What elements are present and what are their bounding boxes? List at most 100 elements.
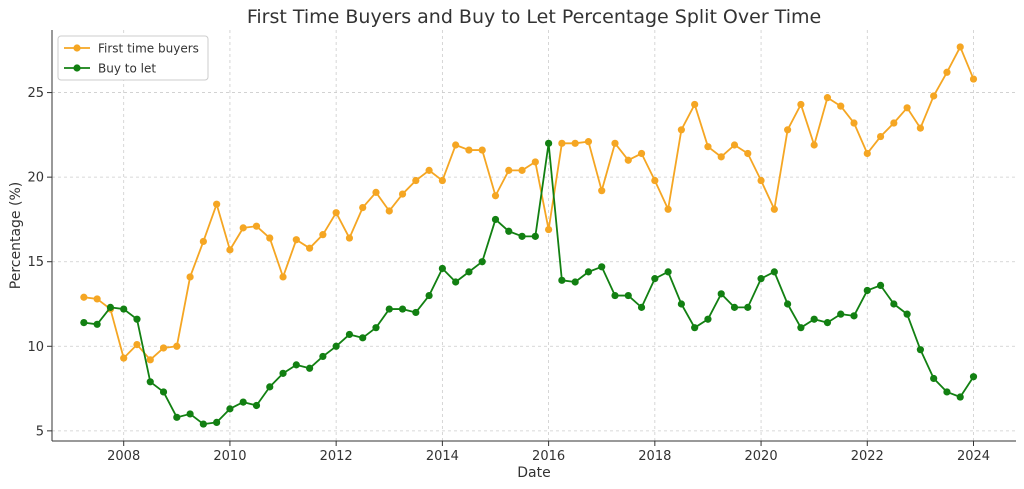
data-point-buy-to-let [199,420,207,428]
data-point-first-time-buyers [133,340,141,349]
data-point-buy-to-let [571,278,579,286]
x-tick-label: 2008 [107,449,140,464]
x-axis-label: Date [517,465,550,481]
legend-label-first-time-buyers: First time buyers [98,42,199,56]
data-point-buy-to-let [969,373,978,381]
data-point-first-time-buyers [691,100,699,109]
data-point-first-time-buyers [305,244,314,252]
data-point-first-time-buyers [651,176,659,185]
data-point-buy-to-let [252,401,261,410]
y-tick-label: 25 [27,86,44,101]
data-point-first-time-buyers [598,187,606,195]
data-point-buy-to-let [332,342,340,350]
data-point-buy-to-let [319,352,327,361]
legend: First time buyers Buy to let [57,35,209,81]
data-point-first-time-buyers [425,166,433,174]
data-point-first-time-buyers [770,205,778,213]
data-point-first-time-buyers [876,132,885,141]
data-point-buy-to-let [345,330,354,339]
data-point-first-time-buyers [292,236,300,244]
data-point-first-time-buyers [531,158,539,166]
data-point-buy-to-let [425,291,433,300]
series-first-time-buyers [80,43,978,364]
data-point-first-time-buyers [784,126,792,134]
data-point-buy-to-let [823,319,832,327]
data-point-first-time-buyers [252,222,261,230]
y-tick-label: 15 [27,255,44,270]
x-tick-label: 2012 [320,449,353,464]
data-point-buy-to-let [292,361,300,369]
y-tick-label: 5 [36,424,44,439]
data-point-first-time-buyers [823,94,832,102]
series [80,43,978,428]
data-point-first-time-buyers [730,141,739,149]
data-point-buy-to-let [531,232,539,240]
data-point-first-time-buyers [93,295,101,303]
data-point-first-time-buyers [677,126,685,134]
series-line-first-time-buyers [83,46,975,361]
data-point-buy-to-let [266,383,274,391]
data-point-buy-to-let [757,275,765,283]
data-point-buy-to-let [93,320,101,328]
data-point-buy-to-let [677,300,685,308]
data-point-buy-to-let [226,405,234,413]
x-tick-label: 2020 [745,449,778,464]
data-point-first-time-buyers [810,141,818,149]
data-point-buy-to-let [146,378,154,386]
x-tick-label: 2022 [851,449,884,464]
data-point-first-time-buyers [319,231,327,239]
data-point-buy-to-let [624,291,632,300]
data-point-first-time-buyers [624,156,632,164]
data-point-buy-to-let [837,310,845,318]
data-point-buy-to-let [279,369,287,377]
data-point-first-time-buyers [213,200,221,208]
chart-title: First Time Buyers and Buy to Let Percent… [247,6,821,28]
data-point-buy-to-let [412,308,420,317]
data-point-buy-to-let [452,278,460,286]
data-point-first-time-buyers [279,273,287,281]
data-point-buy-to-let [80,319,88,327]
ticks: 2008 2010 2012 2014 2016 2018 2020 2022 2024 5 10 1… [27,86,990,464]
data-point-buy-to-let [120,305,128,313]
data-point-first-time-buyers [226,246,234,254]
legend-marker-first-time-buyers [73,44,81,52]
data-point-first-time-buyers [969,75,978,83]
data-point-first-time-buyers [837,102,845,110]
data-point-buy-to-let [916,346,924,354]
data-point-first-time-buyers [518,166,526,174]
data-point-first-time-buyers [398,190,407,198]
data-point-buy-to-let [584,268,593,276]
data-point-buy-to-let [505,227,513,235]
x-tick-label: 2014 [426,449,459,464]
data-point-buy-to-let [930,374,938,383]
data-point-first-time-buyers [332,209,340,217]
data-point-buy-to-let [545,139,553,147]
data-point-buy-to-let [956,393,964,401]
data-point-first-time-buyers [797,100,805,109]
data-point-first-time-buyers [584,138,593,146]
data-point-first-time-buyers [345,234,354,242]
data-point-buy-to-let [903,310,911,318]
data-point-first-time-buyers [744,149,752,158]
data-point-buy-to-let [850,312,858,320]
data-point-first-time-buyers [199,237,207,246]
data-point-first-time-buyers [571,139,579,147]
data-point-first-time-buyers [664,205,672,213]
data-point-first-time-buyers [717,153,725,161]
data-point-first-time-buyers [239,224,247,232]
data-point-first-time-buyers [452,141,460,149]
data-point-buy-to-let [465,268,473,276]
data-point-first-time-buyers [505,166,513,174]
data-point-buy-to-let [664,268,672,276]
data-point-first-time-buyers [916,124,924,132]
data-point-buy-to-let [398,305,407,313]
data-point-buy-to-let [717,290,725,298]
data-point-buy-to-let [359,334,367,342]
data-point-first-time-buyers [491,192,500,200]
data-point-first-time-buyers [266,234,274,242]
data-point-first-time-buyers [637,149,646,158]
data-point-buy-to-let [704,315,712,323]
data-point-buy-to-let [558,276,566,284]
data-point-first-time-buyers [186,273,194,281]
data-point-buy-to-let [876,281,885,289]
